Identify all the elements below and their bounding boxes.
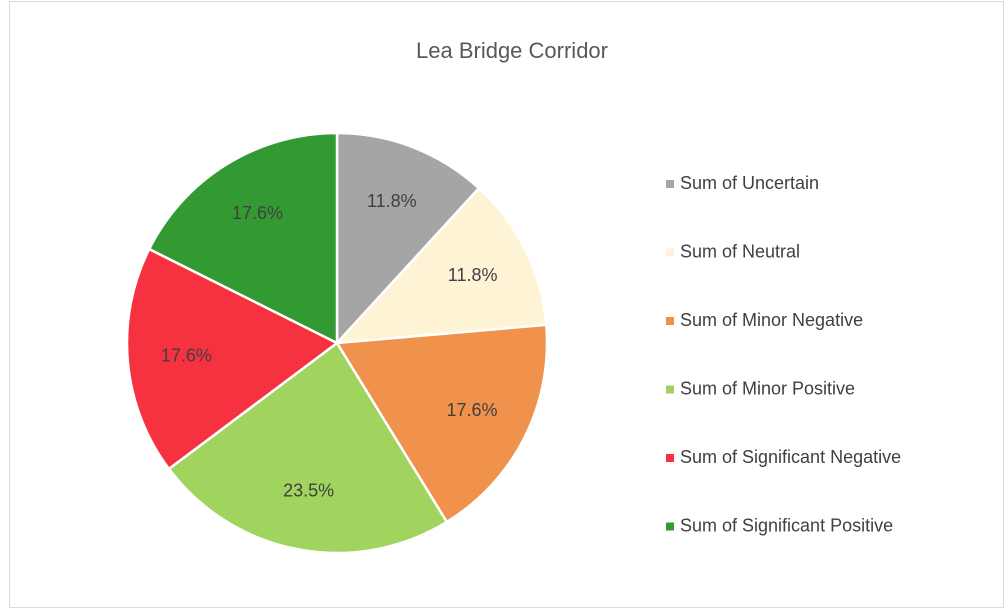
pie-slice [335, 131, 481, 347]
pie-slice [125, 247, 340, 471]
legend-marker [666, 385, 674, 394]
legend-marker [666, 248, 674, 257]
legend-marker [666, 180, 674, 188]
legend-label: Sum of Uncertain [680, 173, 819, 193]
data-label: 23.5% [283, 480, 334, 500]
pie-slice [334, 323, 549, 524]
chart-title: Lea Bridge Corridor [416, 38, 608, 63]
data-label: 17.6% [161, 345, 212, 365]
data-label: 11.8% [367, 191, 417, 211]
pie-slice [333, 186, 548, 345]
legend-label: Sum of Neutral [680, 241, 800, 261]
legend-label: Sum of Minor Positive [680, 378, 855, 398]
data-label: 17.6% [232, 203, 283, 223]
pie-slice [147, 131, 339, 346]
legend-marker [666, 317, 674, 325]
data-label: 17.6% [446, 400, 497, 420]
legend-marker [666, 522, 674, 531]
data-label: 11.8% [448, 265, 498, 285]
legend-label: Sum of Significant Positive [680, 515, 893, 535]
legend-marker [666, 454, 674, 462]
legend-label: Sum of Significant Negative [680, 447, 901, 467]
pie-slice [167, 341, 449, 555]
legend-label: Sum of Minor Negative [680, 310, 863, 330]
